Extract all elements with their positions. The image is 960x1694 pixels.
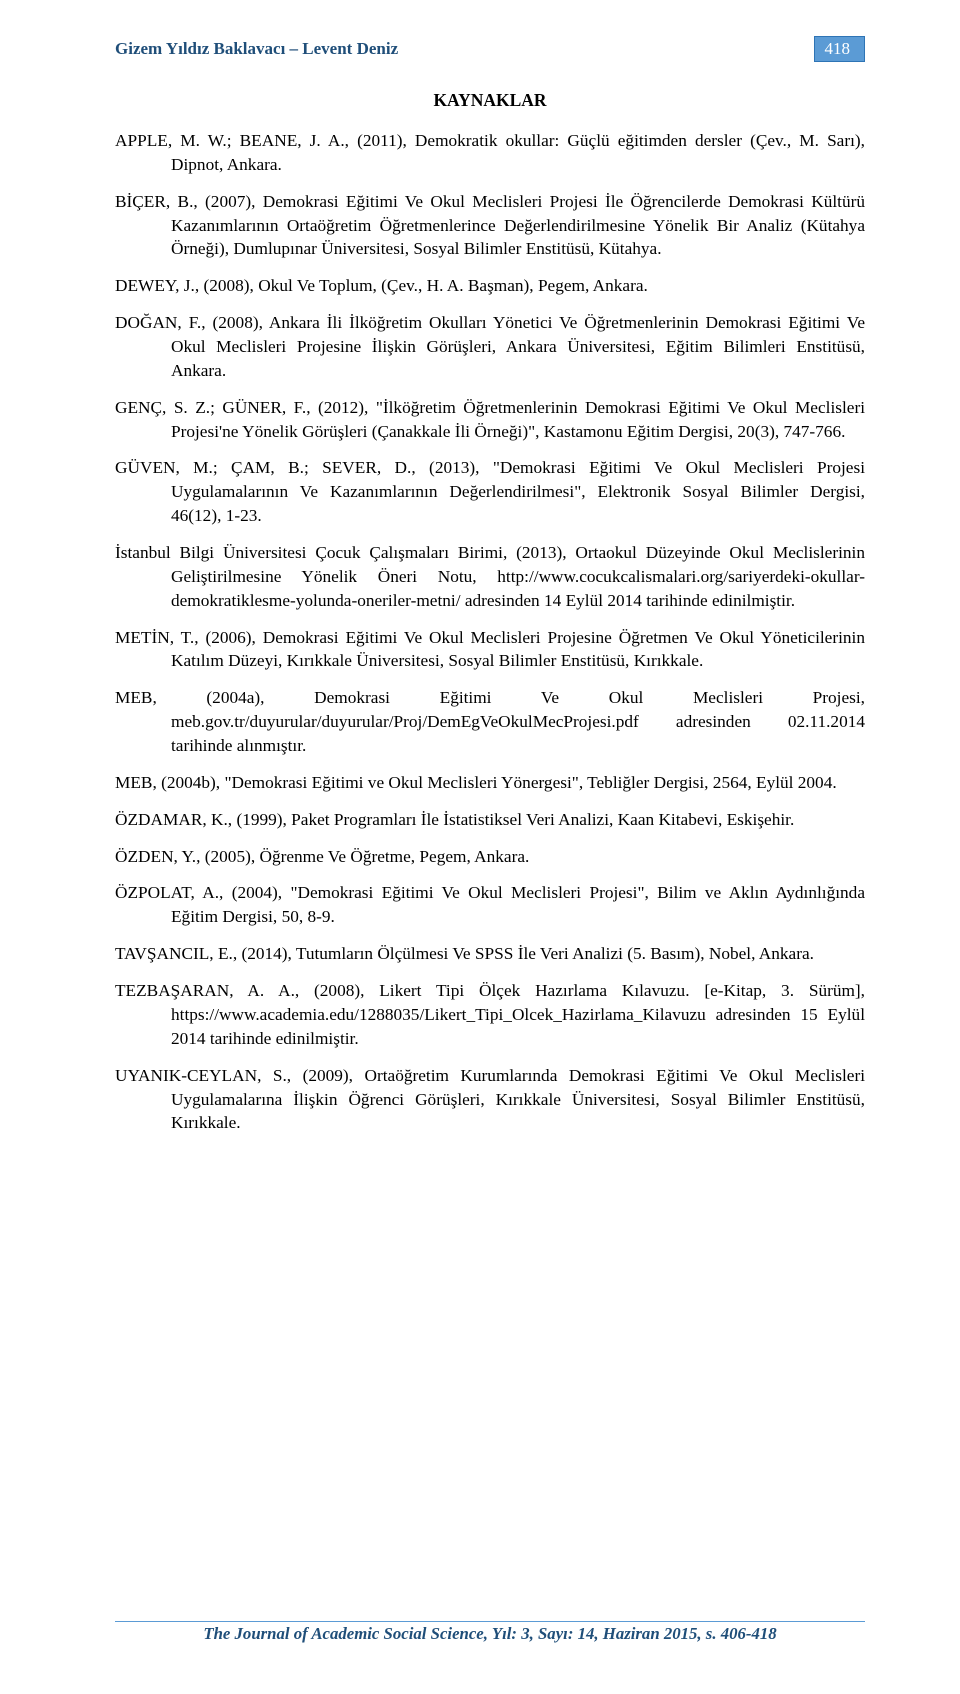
reference-item: MEB, (2004a), Demokrasi Eğitimi Ve Okul … bbox=[115, 686, 865, 758]
page-header: Gizem Yıldız Baklavacı – Levent Deniz 41… bbox=[115, 36, 865, 62]
reference-item: GENÇ, S. Z.; GÜNER, F., (2012), "İlköğre… bbox=[115, 396, 865, 444]
references-list: APPLE, M. W.; BEANE, J. A., (2011), Demo… bbox=[115, 129, 865, 1135]
reference-item: BİÇER, B., (2007), Demokrasi Eğitimi Ve … bbox=[115, 190, 865, 262]
reference-item: ÖZDAMAR, K., (1999), Paket Programları İ… bbox=[115, 808, 865, 832]
section-title: KAYNAKLAR bbox=[115, 90, 865, 111]
header-authors: Gizem Yıldız Baklavacı – Levent Deniz bbox=[115, 39, 398, 59]
reference-item: METİN, T., (2006), Demokrasi Eğitimi Ve … bbox=[115, 626, 865, 674]
page-number-badge: 418 bbox=[814, 36, 866, 62]
reference-item: APPLE, M. W.; BEANE, J. A., (2011), Demo… bbox=[115, 129, 865, 177]
reference-item: TEZBAŞARAN, A. A., (2008), Likert Tipi Ö… bbox=[115, 979, 865, 1051]
reference-item: ÖZPOLAT, A., (2004), "Demokrasi Eğitimi … bbox=[115, 881, 865, 929]
reference-item: MEB, (2004b), "Demokrasi Eğitimi ve Okul… bbox=[115, 771, 865, 795]
reference-item: TAVŞANCIL, E., (2014), Tutumların Ölçülm… bbox=[115, 942, 865, 966]
reference-item: GÜVEN, M.; ÇAM, B.; SEVER, D., (2013), "… bbox=[115, 456, 865, 528]
reference-item: DEWEY, J., (2008), Okul Ve Toplum, (Çev.… bbox=[115, 274, 865, 298]
page-footer: The Journal of Academic Social Science, … bbox=[115, 1621, 865, 1644]
reference-item: İstanbul Bilgi Üniversitesi Çocuk Çalışm… bbox=[115, 541, 865, 613]
reference-item: ÖZDEN, Y., (2005), Öğrenme Ve Öğretme, P… bbox=[115, 845, 865, 869]
reference-item: UYANIK-CEYLAN, S., (2009), Ortaöğretim K… bbox=[115, 1064, 865, 1136]
footer-text: The Journal of Academic Social Science, … bbox=[115, 1624, 865, 1644]
reference-item: DOĞAN, F., (2008), Ankara İli İlköğretim… bbox=[115, 311, 865, 383]
